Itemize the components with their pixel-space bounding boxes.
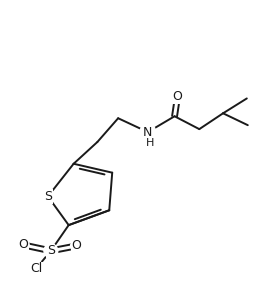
Text: S: S <box>44 190 52 203</box>
Text: Cl: Cl <box>30 262 42 275</box>
Circle shape <box>71 240 82 252</box>
Circle shape <box>17 239 29 251</box>
Circle shape <box>44 244 58 258</box>
Circle shape <box>172 91 184 102</box>
Text: O: O <box>72 239 82 252</box>
Circle shape <box>28 261 44 277</box>
Text: O: O <box>173 90 182 103</box>
Text: O: O <box>18 238 28 252</box>
Text: N: N <box>143 125 152 138</box>
Circle shape <box>140 124 156 140</box>
Text: S: S <box>47 244 55 257</box>
Text: H: H <box>146 138 154 148</box>
Circle shape <box>41 190 55 203</box>
